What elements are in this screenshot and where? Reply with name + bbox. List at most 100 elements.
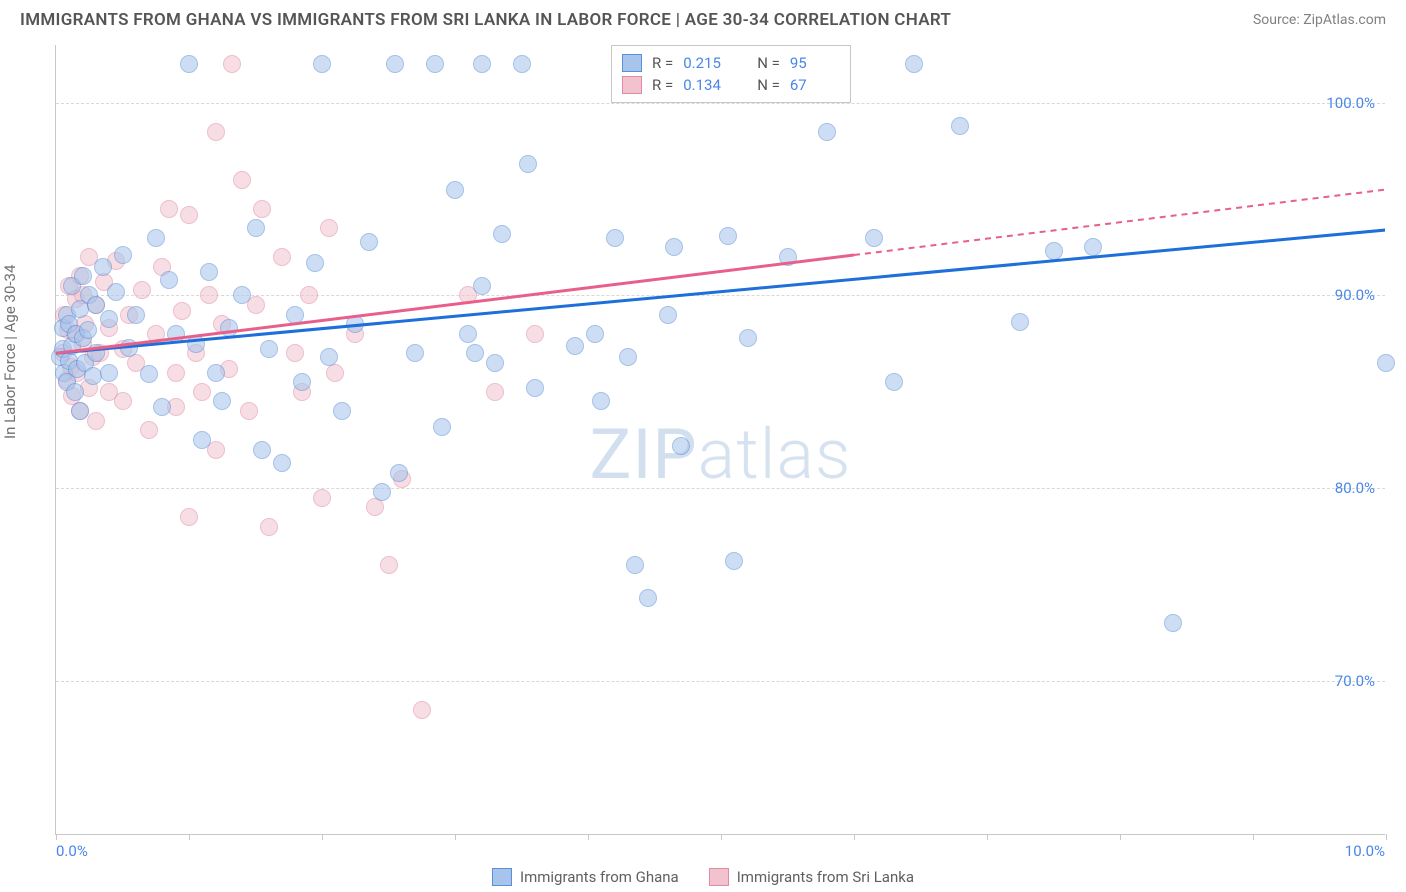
scatter-chart: ZIPatlas 70.0%80.0%90.0%100.0%0.0%10.0%R… bbox=[55, 45, 1385, 835]
data-point bbox=[1084, 238, 1102, 256]
y-tick-label: 90.0% bbox=[1335, 286, 1375, 304]
legend-label: Immigrants from Sri Lanka bbox=[737, 868, 914, 886]
x-tick bbox=[1120, 834, 1121, 840]
data-point bbox=[120, 339, 138, 357]
data-point bbox=[167, 325, 185, 343]
data-point bbox=[672, 437, 690, 455]
data-point bbox=[207, 123, 225, 141]
data-point bbox=[1045, 242, 1063, 260]
data-point bbox=[905, 55, 923, 73]
data-point bbox=[71, 402, 89, 420]
y-tick-label: 70.0% bbox=[1335, 672, 1375, 690]
data-point bbox=[566, 337, 584, 355]
title-bar: IMMIGRANTS FROM GHANA VS IMMIGRANTS FROM… bbox=[0, 0, 1406, 36]
watermark-light: atlas bbox=[698, 414, 852, 496]
data-point bbox=[526, 379, 544, 397]
data-point bbox=[160, 200, 178, 218]
data-point bbox=[366, 498, 384, 516]
data-point bbox=[286, 344, 304, 362]
legend-swatch bbox=[622, 76, 642, 94]
x-tick bbox=[189, 834, 190, 840]
legend-n-value: 95 bbox=[790, 54, 840, 72]
data-point bbox=[725, 552, 743, 570]
x-tick bbox=[588, 834, 589, 840]
legend-row: R = 0.134N = 67 bbox=[622, 74, 840, 96]
data-point bbox=[300, 286, 318, 304]
x-tick bbox=[1386, 834, 1387, 840]
data-point bbox=[885, 373, 903, 391]
data-point bbox=[592, 392, 610, 410]
data-point bbox=[333, 402, 351, 420]
x-tick-label: 0.0% bbox=[56, 842, 88, 860]
data-point bbox=[433, 418, 451, 436]
data-point bbox=[253, 441, 271, 459]
data-point bbox=[253, 200, 271, 218]
legend-row: R = 0.215N = 95 bbox=[622, 52, 840, 74]
data-point bbox=[140, 421, 158, 439]
legend-swatch bbox=[492, 868, 512, 886]
data-point bbox=[865, 229, 883, 247]
data-point bbox=[180, 508, 198, 526]
legend-n-label: N = bbox=[757, 76, 780, 94]
data-point bbox=[260, 518, 278, 536]
data-point bbox=[260, 340, 278, 358]
data-point bbox=[114, 392, 132, 410]
data-point bbox=[818, 123, 836, 141]
legend-r-label: R = bbox=[652, 54, 673, 72]
data-point bbox=[223, 55, 241, 73]
data-point bbox=[413, 701, 431, 719]
legend-n-value: 67 bbox=[790, 76, 840, 94]
data-point bbox=[107, 283, 125, 301]
legend-swatch bbox=[622, 54, 642, 72]
x-tick bbox=[721, 834, 722, 840]
data-point bbox=[586, 325, 604, 343]
data-point bbox=[233, 286, 251, 304]
x-tick bbox=[455, 834, 456, 840]
legend-bottom: Immigrants from Ghana Immigrants from Sri… bbox=[492, 868, 914, 886]
data-point bbox=[426, 55, 444, 73]
watermark: ZIPatlas bbox=[590, 414, 852, 496]
y-gridline bbox=[56, 681, 1385, 682]
data-point bbox=[639, 589, 657, 607]
legend-swatch bbox=[709, 868, 729, 886]
data-point bbox=[193, 383, 211, 401]
data-point bbox=[346, 315, 364, 333]
data-point bbox=[180, 55, 198, 73]
data-point bbox=[659, 306, 677, 324]
x-tick bbox=[1253, 834, 1254, 840]
y-gridline bbox=[56, 488, 1385, 489]
data-point bbox=[167, 364, 185, 382]
data-point bbox=[313, 55, 331, 73]
x-tick-label: 10.0% bbox=[1345, 842, 1385, 860]
data-point bbox=[619, 348, 637, 366]
x-tick bbox=[56, 834, 57, 840]
x-tick bbox=[322, 834, 323, 840]
data-point bbox=[526, 325, 544, 343]
legend-item: Immigrants from Ghana bbox=[492, 868, 679, 886]
correlation-legend: R = 0.215N = 95R = 0.134N = 67 bbox=[611, 45, 851, 103]
data-point bbox=[626, 556, 644, 574]
data-point bbox=[200, 286, 218, 304]
data-point bbox=[406, 344, 424, 362]
data-point bbox=[213, 392, 231, 410]
data-point bbox=[360, 233, 378, 251]
legend-item: Immigrants from Sri Lanka bbox=[709, 868, 914, 886]
data-point bbox=[133, 281, 151, 299]
data-point bbox=[173, 302, 191, 320]
data-point bbox=[466, 344, 484, 362]
data-point bbox=[320, 348, 338, 366]
legend-r-value: 0.215 bbox=[683, 54, 733, 72]
y-tick-label: 100.0% bbox=[1326, 94, 1375, 112]
data-point bbox=[273, 248, 291, 266]
data-point bbox=[87, 412, 105, 430]
data-point bbox=[473, 277, 491, 295]
data-point bbox=[951, 117, 969, 135]
data-point bbox=[386, 55, 404, 73]
data-point bbox=[87, 344, 105, 362]
data-point bbox=[373, 483, 391, 501]
data-point bbox=[94, 258, 112, 276]
data-point bbox=[1011, 313, 1029, 331]
data-point bbox=[160, 271, 178, 289]
data-point bbox=[207, 364, 225, 382]
legend-r-label: R = bbox=[652, 76, 673, 94]
